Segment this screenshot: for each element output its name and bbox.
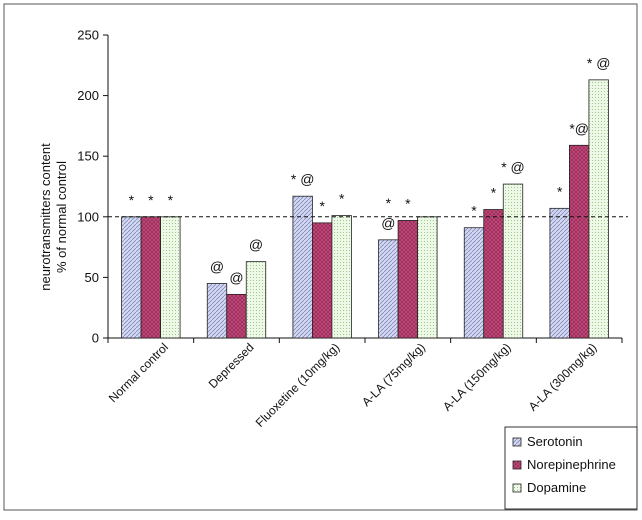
significance-annotation: * @ [587,55,611,71]
bar-serotonin-4 [463,227,485,339]
y-tick-label: 100 [77,209,99,224]
significance-annotation: @ [381,215,395,231]
y-tick-label: 0 [92,331,99,346]
plot-frame-border [3,3,638,511]
significance-annotation: * [405,195,411,211]
significance-annotation: * [168,192,174,208]
y-axis-label-line2: % of normal control [54,161,69,273]
category-label: Normal control [106,340,171,405]
significance-annotations: *@* @*@***@* ***@*@** @* @ [129,55,611,286]
significance-annotation: @ [229,269,243,285]
significance-annotation: @ [210,258,224,274]
bar-dopamine-5 [588,79,609,339]
bar-dopamine-3 [417,216,438,339]
significance-annotation: @ [249,237,263,253]
bar-serotonin-0 [121,216,142,339]
bar-dopamine-1 [245,261,267,339]
category-label: A-LA (75mg/kg) [359,340,428,409]
legend-label-norepinephrine: Norepinephrine [527,457,616,472]
y-axis-label-line1: neurotransmitters content [38,143,53,291]
bars [121,79,609,339]
bar-dopamine-2 [331,215,352,339]
legend: Serotonin Norepinephrine Dopamine [504,426,638,510]
axes: 0 50 100 150 200 250 [77,28,623,346]
significance-annotation: *@ [569,120,589,136]
significance-annotation: * [129,192,135,208]
y-tick-label: 200 [77,88,99,103]
bar-dopamine-4 [502,183,524,339]
bar-norepinephrine-1 [226,293,247,339]
significance-annotation: * [386,195,392,211]
bar-norepinephrine-0 [140,216,161,339]
bar-serotonin-5 [549,207,570,339]
bar-norepinephrine-2 [312,222,333,339]
category-label: A-LA (300mg/kg) [526,340,600,414]
legend-label-serotonin: Serotonin [527,434,583,449]
significance-annotation: * [339,191,345,207]
significance-annotation: * [471,203,477,219]
legend-label-dopamine: Dopamine [527,480,586,495]
bar-norepinephrine-3 [397,220,418,339]
bar-serotonin-1 [206,283,228,339]
y-tick-label: 50 [85,270,99,285]
legend-swatch-dopamine [512,483,522,493]
bar-norepinephrine-5 [569,144,590,339]
category-label: Depressed [206,340,257,391]
significance-annotation: * [557,183,563,199]
significance-annotation: * @ [501,159,525,175]
bar-serotonin-2 [292,195,313,339]
y-tick-label: 150 [77,149,99,164]
legend-swatch-serotonin [512,437,522,447]
legend-swatch-norepinephrine [512,460,522,470]
bar-serotonin-3 [378,239,399,339]
category-label: A-LA (150mg/kg) [440,340,514,414]
significance-annotation: * [491,185,497,201]
legend-box [504,426,638,510]
significance-annotation: * [319,198,325,214]
significance-annotation: * @ [291,171,315,187]
bar-dopamine-0 [160,216,181,339]
y-tick-label: 250 [77,28,99,43]
significance-annotation: * [148,192,154,208]
bar-norepinephrine-4 [483,209,504,339]
category-label: Fluoxetine (10mg/kg) [253,340,343,430]
